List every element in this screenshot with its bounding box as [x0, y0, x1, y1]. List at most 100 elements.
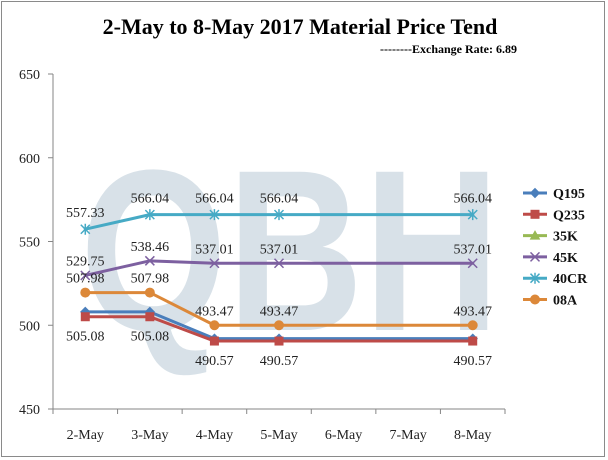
marker-square: [145, 312, 155, 322]
series-line-q195: [148, 310, 216, 341]
data-point-08a: [467, 320, 478, 331]
data-point-45k: [467, 258, 478, 269]
data-point-08a: [80, 287, 91, 298]
data-point-q235: [209, 336, 219, 346]
marker-x: [529, 251, 541, 262]
series-line-q235: [148, 315, 216, 343]
legend-marker-q195: [529, 187, 541, 199]
y-tick-label: 600: [19, 152, 40, 167]
marker-circle: [274, 320, 284, 331]
data-label-40cr: 566.04: [131, 192, 170, 207]
data-point-q235: [145, 312, 155, 322]
data-point-08a: [209, 320, 220, 331]
legend-marker-q235: [530, 209, 540, 219]
legend-label-08a: 08A: [553, 294, 578, 309]
marker-square: [468, 336, 478, 346]
series-line-40cr: [83, 213, 152, 231]
marker-circle: [144, 287, 155, 298]
data-label-45k: 537.01: [260, 242, 299, 257]
marker-x: [80, 270, 91, 281]
legend-marker-08a: [530, 294, 540, 305]
data-label-08a: 493.47: [195, 304, 234, 319]
legend-label-40cr: 40CR: [553, 272, 588, 287]
data-label-45k: 538.46: [131, 240, 170, 255]
x-tick-label: 2-May: [67, 428, 104, 443]
y-tick-label: 500: [19, 319, 40, 334]
data-point-08a: [274, 320, 284, 331]
marker-circle: [530, 294, 540, 305]
data-point-40cr: [467, 209, 478, 221]
marker-diamond: [529, 187, 541, 199]
x-tick-label: 7-May: [389, 428, 426, 443]
data-point-40cr: [273, 209, 285, 221]
series-line-45k: [83, 259, 152, 277]
marker-square: [209, 336, 219, 346]
data-label-q235: 505.08: [66, 330, 105, 345]
marker-x: [209, 258, 220, 269]
x-tick-label: 5-May: [260, 428, 297, 443]
data-label-08a: 493.47: [260, 304, 299, 319]
legend-label-q195: Q195: [553, 187, 585, 202]
data-label-q235: 490.57: [453, 354, 492, 369]
data-label-08a: 507.98: [131, 272, 170, 287]
marker-square: [274, 336, 284, 346]
data-point-45k: [80, 270, 91, 281]
data-point-40cr: [144, 209, 155, 221]
data-label-q235: 505.08: [131, 330, 170, 345]
marker-asterisk: [144, 209, 155, 221]
marker-square: [530, 209, 540, 219]
marker-asterisk: [209, 209, 220, 221]
marker-x: [144, 255, 155, 266]
data-point-q235: [468, 336, 478, 346]
data-label-40cr: 566.04: [260, 192, 299, 207]
marker-circle: [80, 287, 91, 298]
data-label-40cr: 566.04: [453, 192, 492, 207]
data-point-q235: [274, 336, 284, 346]
legend-item-08a: 08A: [523, 294, 578, 309]
marker-asterisk: [273, 209, 285, 221]
legend-label-q235: Q235: [553, 208, 585, 223]
legend-item-q195: Q195: [523, 187, 585, 202]
watermark-logo: QBH: [80, 122, 500, 379]
marker-circle: [467, 320, 478, 331]
legend-item-45k: 45K: [523, 251, 578, 266]
data-label-40cr: 557.33: [66, 206, 105, 221]
marker-x: [273, 258, 285, 269]
series-40cr: [80, 209, 478, 235]
x-tick-label: 6-May: [325, 428, 362, 443]
data-point-40cr: [80, 223, 91, 235]
marker-circle: [209, 320, 220, 331]
data-label-q235: 490.57: [260, 354, 299, 369]
marker-triangle: [529, 230, 541, 240]
data-label-45k: 529.75: [66, 254, 105, 269]
data-label-08a: 493.47: [453, 304, 492, 319]
legend-marker-45k: [529, 251, 541, 262]
x-tick-label: 8-May: [454, 428, 491, 443]
data-point-40cr: [209, 209, 220, 221]
marker-asterisk: [529, 272, 541, 284]
data-point-45k: [144, 255, 155, 266]
legend-item-40cr: 40CR: [523, 272, 588, 287]
chart-subtitle: --------Exchange Rate: 6.89: [380, 42, 517, 56]
legend-item-q235: Q235: [523, 208, 585, 223]
series-08a: [80, 287, 478, 331]
data-label-45k: 537.01: [453, 242, 492, 257]
y-tick-label: 550: [19, 236, 40, 251]
marker-square: [80, 312, 90, 322]
legend-item-35k: 35K: [523, 230, 578, 245]
y-tick-label: 650: [19, 68, 40, 83]
marker-asterisk: [467, 209, 478, 221]
legend-marker-40cr: [529, 272, 541, 284]
data-label-45k: 537.01: [195, 242, 234, 257]
data-point-q235: [80, 312, 90, 322]
y-tick-label: 450: [19, 403, 40, 418]
legend-label-45k: 45K: [553, 251, 578, 266]
series-45k: [80, 255, 478, 281]
x-tick-label: 3-May: [131, 428, 168, 443]
data-label-40cr: 566.04: [195, 192, 234, 207]
legend-label-35k: 35K: [553, 230, 578, 245]
chart-title: 2-May to 8-May 2017 Material Price Tend: [103, 14, 498, 39]
series-q235: [80, 312, 478, 346]
